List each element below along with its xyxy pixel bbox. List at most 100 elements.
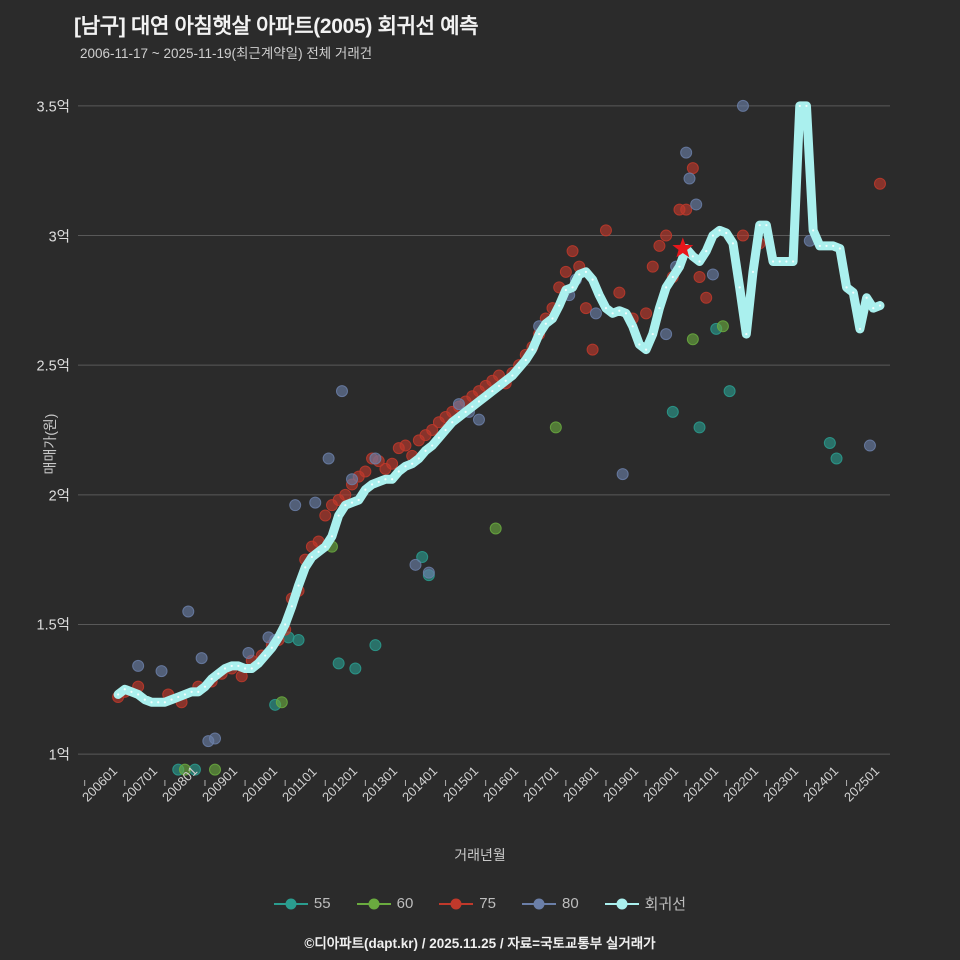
regression-point	[678, 265, 681, 268]
regression-point	[464, 410, 467, 413]
regression-point	[177, 695, 180, 699]
regression-point	[190, 690, 193, 693]
regression-point	[290, 605, 293, 608]
regression-point	[397, 470, 400, 473]
legend-swatch	[521, 898, 556, 909]
scatter-point	[426, 424, 439, 436]
scatter-point	[680, 203, 693, 216]
regression-point	[137, 693, 140, 696]
regression-point	[391, 478, 394, 481]
regression-point	[778, 260, 781, 263]
regression-point	[310, 555, 314, 559]
regression-point	[725, 231, 728, 235]
regression-point	[230, 664, 233, 668]
regression-point	[644, 348, 648, 351]
scatter-point	[452, 398, 465, 411]
scatter-point	[666, 405, 679, 418]
x-axis-label: 거래년월	[454, 847, 506, 863]
scatter-point	[579, 302, 592, 315]
regression-point	[638, 343, 641, 346]
regression-point	[304, 566, 307, 569]
legend-item-55[interactable]: 55	[273, 895, 331, 912]
regression-point	[344, 504, 347, 507]
regression-point	[451, 421, 454, 424]
scatter-point	[589, 307, 602, 320]
regression-point	[665, 286, 668, 289]
scatter-point	[690, 198, 703, 211]
scatter-point	[566, 245, 579, 258]
scatter-point	[693, 421, 706, 434]
legend-item-80[interactable]: 80	[521, 895, 579, 912]
scatter-point	[195, 652, 208, 665]
regression-point	[571, 286, 574, 289]
legend-label: 75	[479, 895, 496, 912]
regression-point	[745, 332, 748, 336]
chart-subtitle: 2006-11-17 ~ 2025-11-19(최근계약일) 전체 거래건	[80, 46, 373, 61]
regression-point	[865, 296, 868, 299]
regression-point	[484, 395, 487, 398]
regression-point	[411, 462, 414, 465]
legend-swatch	[273, 898, 308, 909]
scatter-point	[653, 239, 666, 252]
regression-point	[818, 244, 821, 248]
scatter-point	[660, 328, 673, 341]
regression-point	[731, 242, 735, 245]
regression-point	[364, 488, 367, 491]
y-tick-label: 3.5억	[36, 99, 71, 116]
regression-point	[765, 224, 768, 227]
legend-marker-dot	[533, 898, 545, 909]
y-tick-label: 1.5억	[36, 617, 71, 634]
regression-point	[404, 465, 407, 468]
scatter-point	[640, 307, 653, 320]
regression-point	[417, 457, 420, 460]
chart-legend[interactable]: 55 60 75 80 회귀선	[0, 893, 960, 914]
y-axis-label: 매매가(원)	[42, 413, 58, 475]
scatter-point	[369, 639, 382, 652]
scatter-points	[112, 99, 886, 776]
legend-item-회귀선[interactable]: 회귀선	[604, 893, 686, 914]
regression-point	[624, 312, 628, 315]
regression-point	[825, 244, 828, 248]
legend-item-60[interactable]: 60	[356, 895, 413, 912]
regression-point	[357, 498, 360, 502]
scatter-point	[209, 732, 222, 745]
regression-point	[531, 348, 534, 351]
scatter-point	[332, 657, 345, 670]
scatter-point	[422, 566, 435, 579]
regression-point	[791, 260, 795, 263]
regression-point	[384, 478, 387, 481]
legend-item-75[interactable]: 75	[439, 895, 496, 912]
regression-point	[203, 685, 207, 688]
regression-point	[350, 501, 354, 504]
regression-point	[317, 550, 320, 553]
scatter-point	[489, 522, 502, 535]
scatter-point	[369, 452, 382, 465]
regression-point	[170, 698, 173, 701]
regression-point	[711, 234, 714, 237]
regression-point	[324, 545, 327, 548]
legend-marker-dot	[616, 898, 628, 909]
gridlines	[78, 105, 890, 755]
scatter-point	[686, 162, 699, 175]
regression-point	[150, 701, 153, 704]
legend-swatch	[356, 898, 391, 909]
regression-point	[163, 701, 166, 704]
regression-point	[237, 664, 240, 668]
regression-point	[471, 405, 474, 408]
regression-point	[477, 400, 481, 403]
scatter-point	[599, 224, 612, 237]
regression-polyline	[113, 101, 885, 707]
regression-point	[785, 260, 788, 263]
regression-point	[511, 374, 514, 377]
scatter-point	[683, 172, 696, 185]
regression-point	[330, 535, 334, 538]
y-tick-label: 3억	[48, 229, 70, 246]
scatter-point	[693, 271, 706, 284]
regression-point	[611, 312, 614, 315]
regression-point	[798, 104, 801, 108]
scatter-point	[242, 646, 255, 659]
scatter-point	[182, 605, 195, 618]
scatter-point	[706, 268, 719, 281]
y-tick-label: 2.5억	[36, 358, 71, 375]
